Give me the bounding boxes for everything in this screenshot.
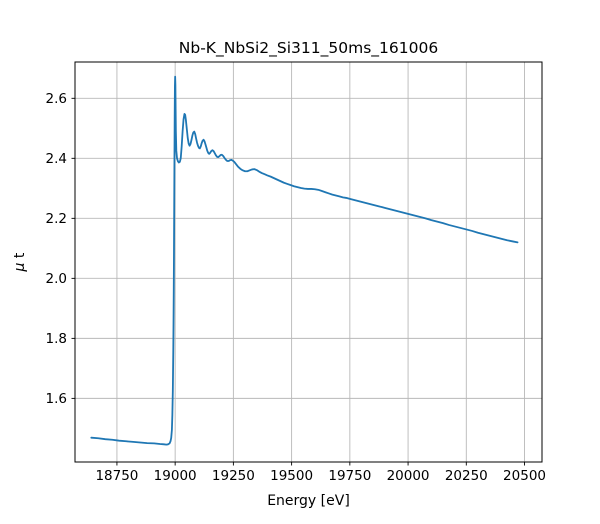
x-tick-label: 19250 [212,468,255,484]
y-tick-label: 2.4 [46,151,67,167]
y-tick-label: 1.8 [46,331,67,347]
x-tick-label: 20250 [445,468,488,484]
x-tick-label: 19000 [154,468,197,484]
mu-symbol: μ [12,262,28,272]
y-tick-label: 2.0 [46,271,67,287]
x-tick-label: 19750 [328,468,371,484]
x-tick-label: 20500 [503,468,546,484]
ylabel-rest: t [12,252,28,262]
y-tick-label: 2.6 [46,91,67,107]
x-tick-label: 19500 [270,468,313,484]
x-tick-label: 18750 [95,468,138,484]
spectrum-line [90,75,519,446]
x-tick-label: 20000 [387,468,430,484]
y-tick-label: 2.2 [46,211,67,227]
grid-layer [75,62,542,462]
x-axis-label: Energy [eV] [267,493,350,509]
y-tick-label: 1.6 [46,391,67,407]
y-axis-label: μ t [12,252,28,272]
chart-title: Nb-K_NbSi2_Si311_50ms_161006 [179,39,438,58]
label-layer: Nb-K_NbSi2_Si311_50ms_161006 Energy [eV]… [12,39,438,509]
plot-area-border [74,61,543,463]
tick-layer: 18750 19000 19250 19500 19750 20000 20250 20500… [46,91,546,484]
